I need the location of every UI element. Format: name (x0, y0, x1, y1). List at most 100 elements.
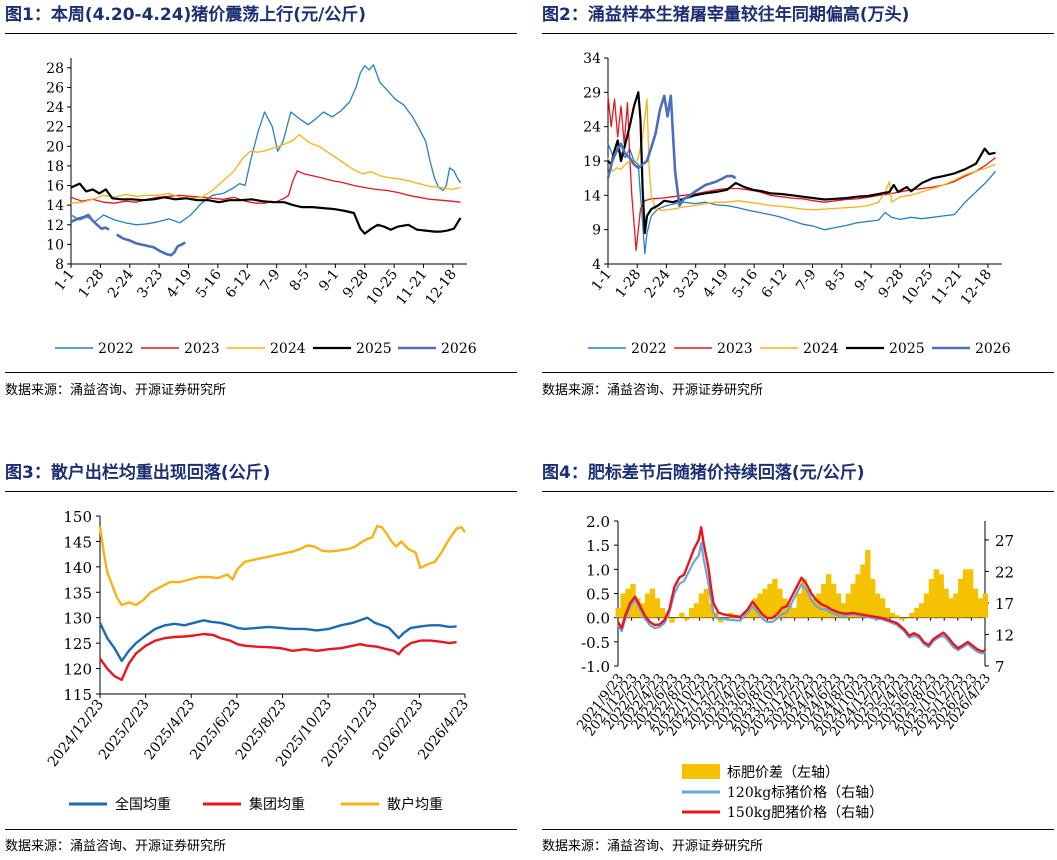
y-tick-label: 125 (63, 635, 92, 653)
series-line-散户均重 (98, 525, 466, 607)
bar-spread (786, 603, 793, 618)
bar-spread (644, 593, 651, 618)
series-line-120kg标猪价格（右轴） (617, 542, 986, 655)
bar-spread (933, 569, 940, 618)
y-tick-label: 9 (592, 223, 601, 239)
bar-spread (684, 617, 690, 621)
y-left-tick-label: 1.5 (586, 537, 610, 555)
x-tick-label: 1-28 (612, 267, 644, 302)
y-left-tick-label: -0.5 (581, 634, 610, 652)
legend-label: 全国均重 (115, 796, 171, 813)
y-tick-label: 16 (46, 179, 64, 195)
chart-title: 图4：肥标差节后随猪价持续回落(元/公斤) (542, 463, 865, 483)
legend-divider (5, 372, 517, 373)
y-tick-label: 150 (63, 508, 92, 526)
bar-spread (791, 608, 798, 618)
bar-spread (757, 593, 763, 618)
title-divider (542, 491, 1054, 492)
bar-spread (865, 550, 871, 618)
legend-label: 150kg肥猪价格（右轴） (727, 805, 883, 821)
y-tick-label: 130 (63, 610, 92, 628)
x-tick-label: 2-24 (642, 267, 674, 302)
bar-spread (967, 569, 974, 618)
bar-spread (649, 588, 656, 618)
y-tick-label: 28 (46, 61, 64, 77)
y-right-tick-label: 27 (995, 532, 1014, 550)
legend-label: 2026 (975, 341, 1011, 357)
series-line-2026 (606, 94, 737, 207)
series-line-2026-b (116, 233, 186, 257)
bar-spread (762, 588, 768, 618)
y-left-tick-label: -1.0 (581, 658, 610, 676)
legend-label: 2026 (441, 341, 477, 357)
bar-spread (884, 608, 891, 618)
x-tick-label: 7-9 (257, 267, 283, 295)
chart-title: 图1：本周(4.20-4.24)猪价震荡上行(元/公斤) (5, 5, 367, 25)
y-tick-label: 14 (46, 198, 64, 214)
x-tick-label: 6-12 (759, 267, 791, 302)
y-tick-label: 145 (63, 533, 92, 551)
y-tick-label: 10 (46, 237, 64, 253)
bar-spread (796, 593, 802, 618)
x-tick-label: 3-23 (671, 267, 703, 302)
source-label: 数据来源：涌益咨询、开源证券研究所 (542, 383, 764, 398)
y-tick-label: 120 (63, 661, 92, 679)
legend-label: 2024 (270, 341, 306, 357)
title-divider (542, 33, 1054, 34)
chart-fig3: 1151201251301351401451502024/12/232025/2… (45, 508, 472, 813)
bar-spread (698, 593, 705, 618)
y-tick-label: 12 (46, 218, 64, 234)
bar-spread (840, 603, 847, 618)
x-tick-label: 6-12 (222, 267, 254, 302)
y-tick-label: 22 (46, 120, 64, 136)
legend-label: 2022 (98, 341, 134, 357)
legend-label: 120kg标猪价格（右轴） (727, 785, 883, 801)
y-tick-label: 19 (583, 154, 601, 170)
y-tick-label: 29 (583, 85, 601, 101)
bar-spread (811, 598, 817, 618)
y-right-tick-label: 22 (995, 563, 1014, 581)
bar-spread (850, 583, 856, 618)
y-tick-label: 18 (46, 159, 64, 175)
y-right-tick-label: 17 (995, 595, 1014, 613)
x-tick-label: 2024/12/23 (45, 697, 107, 770)
legend-divider (542, 829, 1054, 830)
bar-spread (914, 608, 920, 618)
series-line-集团均重 (99, 632, 457, 681)
bar-spread (821, 583, 827, 618)
y-tick-label: 20 (46, 139, 64, 155)
bar-spread (923, 593, 930, 618)
y-left-tick-label: 1.0 (586, 561, 610, 579)
panel-fig1: 图1：本周(4.20-4.24)猪价震荡上行(元/公斤) 8 10 12 14 16 18… (5, 0, 517, 400)
bar-spread (816, 593, 822, 618)
chart-fig1: 8101214161820222426281-11-282-243-234-19… (46, 58, 477, 357)
legend-divider (542, 372, 1054, 373)
bar-spread (899, 617, 905, 621)
legend-swatch (682, 764, 720, 779)
y-tick-label: 34 (583, 51, 601, 67)
x-tick-label: 8-5 (822, 267, 848, 295)
source-label: 数据来源：涌益咨询、开源证券研究所 (5, 839, 227, 854)
x-tick-label: 4-19 (164, 267, 196, 302)
title-divider (5, 491, 517, 492)
bar-spread (855, 574, 861, 618)
series-line-2025 (70, 182, 462, 235)
source-label: 数据来源：涌益咨询、开源证券研究所 (542, 839, 764, 854)
y-tick-label: 115 (63, 686, 92, 704)
series-line-2025 (607, 91, 996, 235)
bar-spread (806, 588, 812, 618)
legend-label: 散户均重 (387, 796, 443, 813)
bar-spread (777, 588, 783, 618)
x-tick-label: 8-5 (287, 267, 313, 295)
x-tick-label: 10-25 (364, 267, 401, 309)
panel-fig4: 图4：肥标差节后随猪价持续回落(元/公斤) -1.0 -0.5 0.0 0.5 1.0 1… (542, 458, 1054, 860)
bar-spread (889, 612, 895, 618)
legend-label: 2023 (184, 341, 220, 357)
title-divider (5, 33, 517, 34)
bar-spread (625, 588, 631, 618)
bar-spread (958, 579, 964, 618)
x-tick-label: 4-19 (700, 267, 732, 302)
bar-spread (830, 583, 837, 618)
bar-spread (948, 598, 954, 618)
